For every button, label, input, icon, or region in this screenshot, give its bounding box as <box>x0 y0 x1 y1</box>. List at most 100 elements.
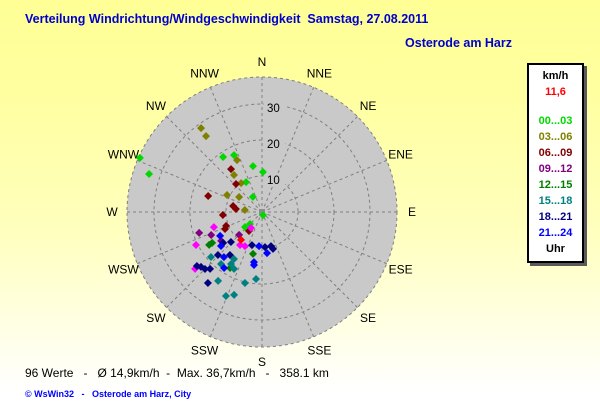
wind-point <box>235 193 244 202</box>
direction-gridline <box>261 159 387 213</box>
wind-point <box>229 170 238 179</box>
direction-gridline <box>261 211 315 337</box>
wind-point <box>192 241 201 250</box>
wind-point <box>233 156 242 165</box>
legend-bin: 12...15 <box>538 179 573 191</box>
wind-point <box>208 238 217 247</box>
compass-label-wsw: WSW <box>108 262 139 276</box>
wind-point <box>214 276 223 285</box>
wind-point <box>247 241 256 250</box>
legend-bin: 15...18 <box>538 195 573 207</box>
wind-point <box>249 261 258 270</box>
wind-point <box>249 249 258 258</box>
legend-bin: 21...24 <box>538 227 573 239</box>
wind-point <box>219 253 228 262</box>
direction-gridline <box>261 116 358 213</box>
compass-label-sw: SW <box>146 311 166 325</box>
wind-point <box>246 224 255 233</box>
wind-point <box>207 230 216 239</box>
wind-point <box>206 252 215 261</box>
wind-point <box>218 211 227 220</box>
wind-point <box>213 250 222 259</box>
wind-point <box>220 264 229 273</box>
wind-point <box>230 290 239 299</box>
legend-box: km/h 11,6 00...03 03...06 06...09 09...12 12… <box>527 63 584 263</box>
wind-point <box>258 168 267 177</box>
stats-summary: 96 Werte - Ø 14,9km/h - Max. 36,7km/h - … <box>25 366 329 380</box>
legend-footer-label: Uhr <box>546 243 565 255</box>
ring-label-backing <box>264 137 285 151</box>
wind-point <box>206 264 215 273</box>
wind-point <box>226 238 235 247</box>
compass-label-se: SE <box>360 311 376 325</box>
direction-gridline <box>137 159 263 213</box>
direction-gridline <box>137 211 263 265</box>
compass-label-wnw: WNW <box>108 148 140 162</box>
direction-gridline <box>166 211 263 308</box>
wind-point <box>202 132 211 141</box>
wind-point <box>237 179 246 188</box>
compass-label-ne: NE <box>360 99 377 113</box>
wind-point <box>221 292 230 301</box>
station-location-label: Osterode am Harz <box>405 36 512 50</box>
direction-gridline <box>166 116 263 213</box>
wind-point <box>237 235 246 244</box>
compass-label-s: S <box>258 355 266 369</box>
ring-label: 20 <box>267 139 280 151</box>
legend-bin: 06...09 <box>538 147 573 159</box>
compass-label-ssw: SSW <box>191 344 219 358</box>
wind-point <box>240 279 249 288</box>
ring-label-backing <box>264 101 285 115</box>
wind-point <box>240 205 249 214</box>
direction-gridline <box>261 211 358 308</box>
compass-label-w: W <box>106 205 118 219</box>
wind-point <box>259 211 268 220</box>
legend-bin: 09...12 <box>538 163 573 175</box>
wind-point <box>252 275 261 284</box>
compass-label-nnw: NNW <box>190 66 219 80</box>
copyright-line: © WsWin32 - Osterode am Harz, City <box>25 389 192 399</box>
wind-point <box>209 223 218 232</box>
wind-point <box>240 242 249 251</box>
wind-point <box>204 192 213 201</box>
ring-label-backing <box>264 173 285 187</box>
legend-spacer <box>529 100 582 113</box>
wind-point <box>248 192 257 201</box>
wind-point <box>216 231 225 240</box>
wind-point <box>221 224 230 233</box>
wind-point <box>248 162 257 171</box>
direction-gridline <box>261 87 315 213</box>
wind-point <box>223 191 232 200</box>
compass-label-nne: NNE <box>307 66 332 80</box>
wind-point <box>232 180 241 189</box>
wind-point <box>217 242 226 251</box>
compass-label-nw: NW <box>146 99 167 113</box>
compass-label-n: N <box>258 55 267 69</box>
ring-label: 30 <box>267 103 280 115</box>
wind-point <box>203 279 212 288</box>
wind-point <box>230 264 239 273</box>
wind-point <box>200 265 209 274</box>
wind-point <box>255 242 264 251</box>
page-title: Verteilung Windrichtung/Windgeschwindigk… <box>25 12 429 26</box>
legend-bin: 00...03 <box>538 115 573 127</box>
ring-label: 10 <box>267 175 280 187</box>
direction-gridline <box>209 87 263 213</box>
wind-point <box>135 153 144 162</box>
wind-point <box>263 249 272 258</box>
wind-point <box>229 255 238 264</box>
legend-current-value: 11,6 <box>545 86 566 98</box>
direction-gridline <box>209 211 263 337</box>
wind-point <box>219 153 228 162</box>
wind-point <box>225 251 234 260</box>
legend-unit-label: km/h <box>542 70 569 82</box>
compass-label-sse: SSE <box>307 344 331 358</box>
wind-point <box>231 204 240 213</box>
wind-point <box>269 244 278 253</box>
wind-point <box>197 124 206 133</box>
wind-point <box>145 169 154 178</box>
center-marker <box>259 209 265 215</box>
compass-label-e: E <box>408 205 416 219</box>
